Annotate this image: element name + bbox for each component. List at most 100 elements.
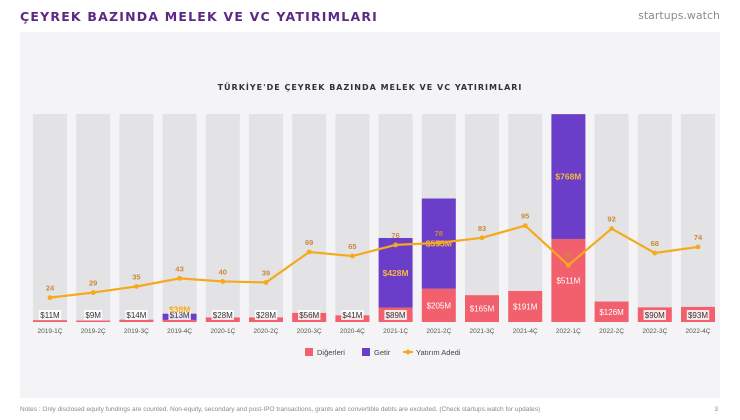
- bar-digerleri: [551, 238, 586, 322]
- data-label-getir: $38M: [169, 305, 190, 315]
- background-bar: [637, 114, 672, 322]
- data-label-yatirim-adedi: 24: [46, 284, 55, 293]
- line-point: [134, 284, 139, 289]
- bar-digerleri: [119, 319, 154, 322]
- x-tick-label: 2021-2Ç: [426, 328, 451, 335]
- data-label-backing: [168, 310, 191, 320]
- data-label-yatirim-adedi: 92: [607, 215, 615, 224]
- data-label-backing: [384, 310, 407, 320]
- background-bar: [335, 114, 370, 322]
- data-label-digerleri: $90M: [645, 311, 665, 320]
- data-label-digerleri: $14M: [126, 311, 146, 320]
- legend-swatch: [305, 348, 313, 356]
- x-tick-label: 2019-4Ç: [167, 328, 192, 335]
- background-bar: [508, 114, 543, 322]
- line-point: [479, 235, 485, 241]
- data-label-yatirim-adedi: 39: [262, 268, 270, 277]
- data-label-yatirim-adedi: 68: [651, 239, 659, 248]
- legend-swatch-marker: [405, 349, 411, 355]
- x-tick-label: 2019-2Ç: [81, 328, 106, 335]
- data-label-backing: [686, 310, 710, 320]
- x-tick-label: 2020-4Ç: [340, 328, 365, 335]
- data-label-backing: [298, 310, 321, 320]
- background-bar: [249, 114, 283, 322]
- data-label-digerleri: $28M: [256, 311, 276, 320]
- data-label-digerleri: $9M: [85, 311, 101, 320]
- data-label-digerleri: $205M: [427, 301, 452, 310]
- x-tick-label: 2021-4Ç: [513, 328, 538, 335]
- line-point: [263, 280, 269, 285]
- data-label-getir: $768M: [555, 172, 581, 182]
- footer-notes: Notes : Only disclosed equity fundings a…: [20, 406, 541, 413]
- data-label-backing: [643, 310, 666, 320]
- data-label-digerleri: $93M: [688, 311, 708, 320]
- line-point: [652, 250, 658, 256]
- x-tick-label: 2020-1Ç: [210, 328, 235, 335]
- x-tick-label: 2020-2Ç: [254, 328, 279, 335]
- bar-digerleri: [594, 301, 629, 322]
- line-point: [609, 226, 614, 232]
- bar-digerleri: [162, 319, 197, 322]
- background-bar: [292, 114, 327, 322]
- background-bar: [76, 114, 111, 322]
- x-tick-label: 2021-3Ç: [470, 328, 495, 335]
- data-label-digerleri: $28M: [213, 311, 233, 320]
- brand-logo: startups.watch: [638, 9, 720, 22]
- data-label-backing: [125, 310, 148, 320]
- bar-getir: [378, 237, 413, 308]
- line-point: [350, 253, 355, 259]
- x-tick-label: 2022-1Ç: [556, 328, 581, 335]
- background-bar: [594, 114, 629, 322]
- line-point: [306, 249, 312, 255]
- legend-swatch: [362, 348, 370, 356]
- data-label-yatirim-adedi: 29: [89, 279, 97, 288]
- page-number: 3: [714, 406, 718, 413]
- data-label-yatirim-adedi: 65: [348, 242, 356, 251]
- background-bar: [681, 114, 715, 322]
- data-label-backing: [341, 310, 364, 320]
- data-label-digerleri: $89M: [386, 311, 406, 320]
- data-label-digerleri: $165M: [470, 305, 495, 314]
- line-point: [90, 290, 96, 295]
- data-label-yatirim-adedi: 74: [694, 233, 703, 242]
- data-label-yatirim-adedi: 76: [391, 231, 399, 240]
- background-bar: [162, 114, 197, 322]
- x-tick-label: 2019-3Ç: [124, 328, 149, 335]
- x-tick-label: 2022-3Ç: [642, 328, 667, 335]
- bar-digerleri: [33, 320, 67, 322]
- data-label-digerleri: $191M: [513, 302, 538, 311]
- line-point: [522, 223, 528, 229]
- bar-digerleri: [421, 288, 456, 322]
- line-point: [436, 240, 442, 246]
- background-bar: [205, 114, 240, 322]
- x-tick-label: 2022-4Ç: [686, 328, 711, 335]
- legend-label: Getir: [374, 348, 391, 357]
- line-point: [695, 244, 701, 250]
- data-label-digerleri: $41M: [342, 311, 362, 320]
- line-point: [177, 275, 183, 281]
- chart-title: TÜRKİYE'DE ÇEYREK BAZINDA MELEK VE VC YA…: [217, 83, 523, 92]
- data-label-digerleri: $56M: [299, 311, 319, 320]
- line-point: [566, 262, 571, 268]
- legend-label: Yatırım Adedi: [416, 348, 461, 357]
- data-label-yatirim-adedi: 43: [175, 264, 183, 273]
- page-title: ÇEYREK BAZINDA MELEK VE VC YATIRIMLARI: [20, 9, 378, 24]
- background-bar: [119, 114, 154, 322]
- data-label-digerleri: $13M: [170, 311, 190, 320]
- background-bar: [33, 114, 67, 322]
- data-label-yatirim-adedi: 78: [435, 229, 443, 238]
- data-label-digerleri: $11M: [40, 311, 60, 320]
- data-label-backing: [84, 310, 103, 320]
- line-point: [393, 242, 398, 248]
- line-point: [47, 295, 53, 301]
- data-label-yatirim-adedi: 95: [521, 212, 529, 221]
- x-tick-label: 2020-3Ç: [297, 328, 322, 335]
- data-label-yatirim-adedi: 40: [219, 267, 227, 276]
- x-tick-label: 2021-1Ç: [383, 328, 408, 335]
- data-label-backing: [211, 310, 234, 320]
- data-label-digerleri: $511M: [556, 276, 580, 285]
- series-line-yatirim-adedi: [49, 224, 699, 299]
- data-label-backing: [254, 310, 278, 320]
- line-point: [220, 279, 226, 284]
